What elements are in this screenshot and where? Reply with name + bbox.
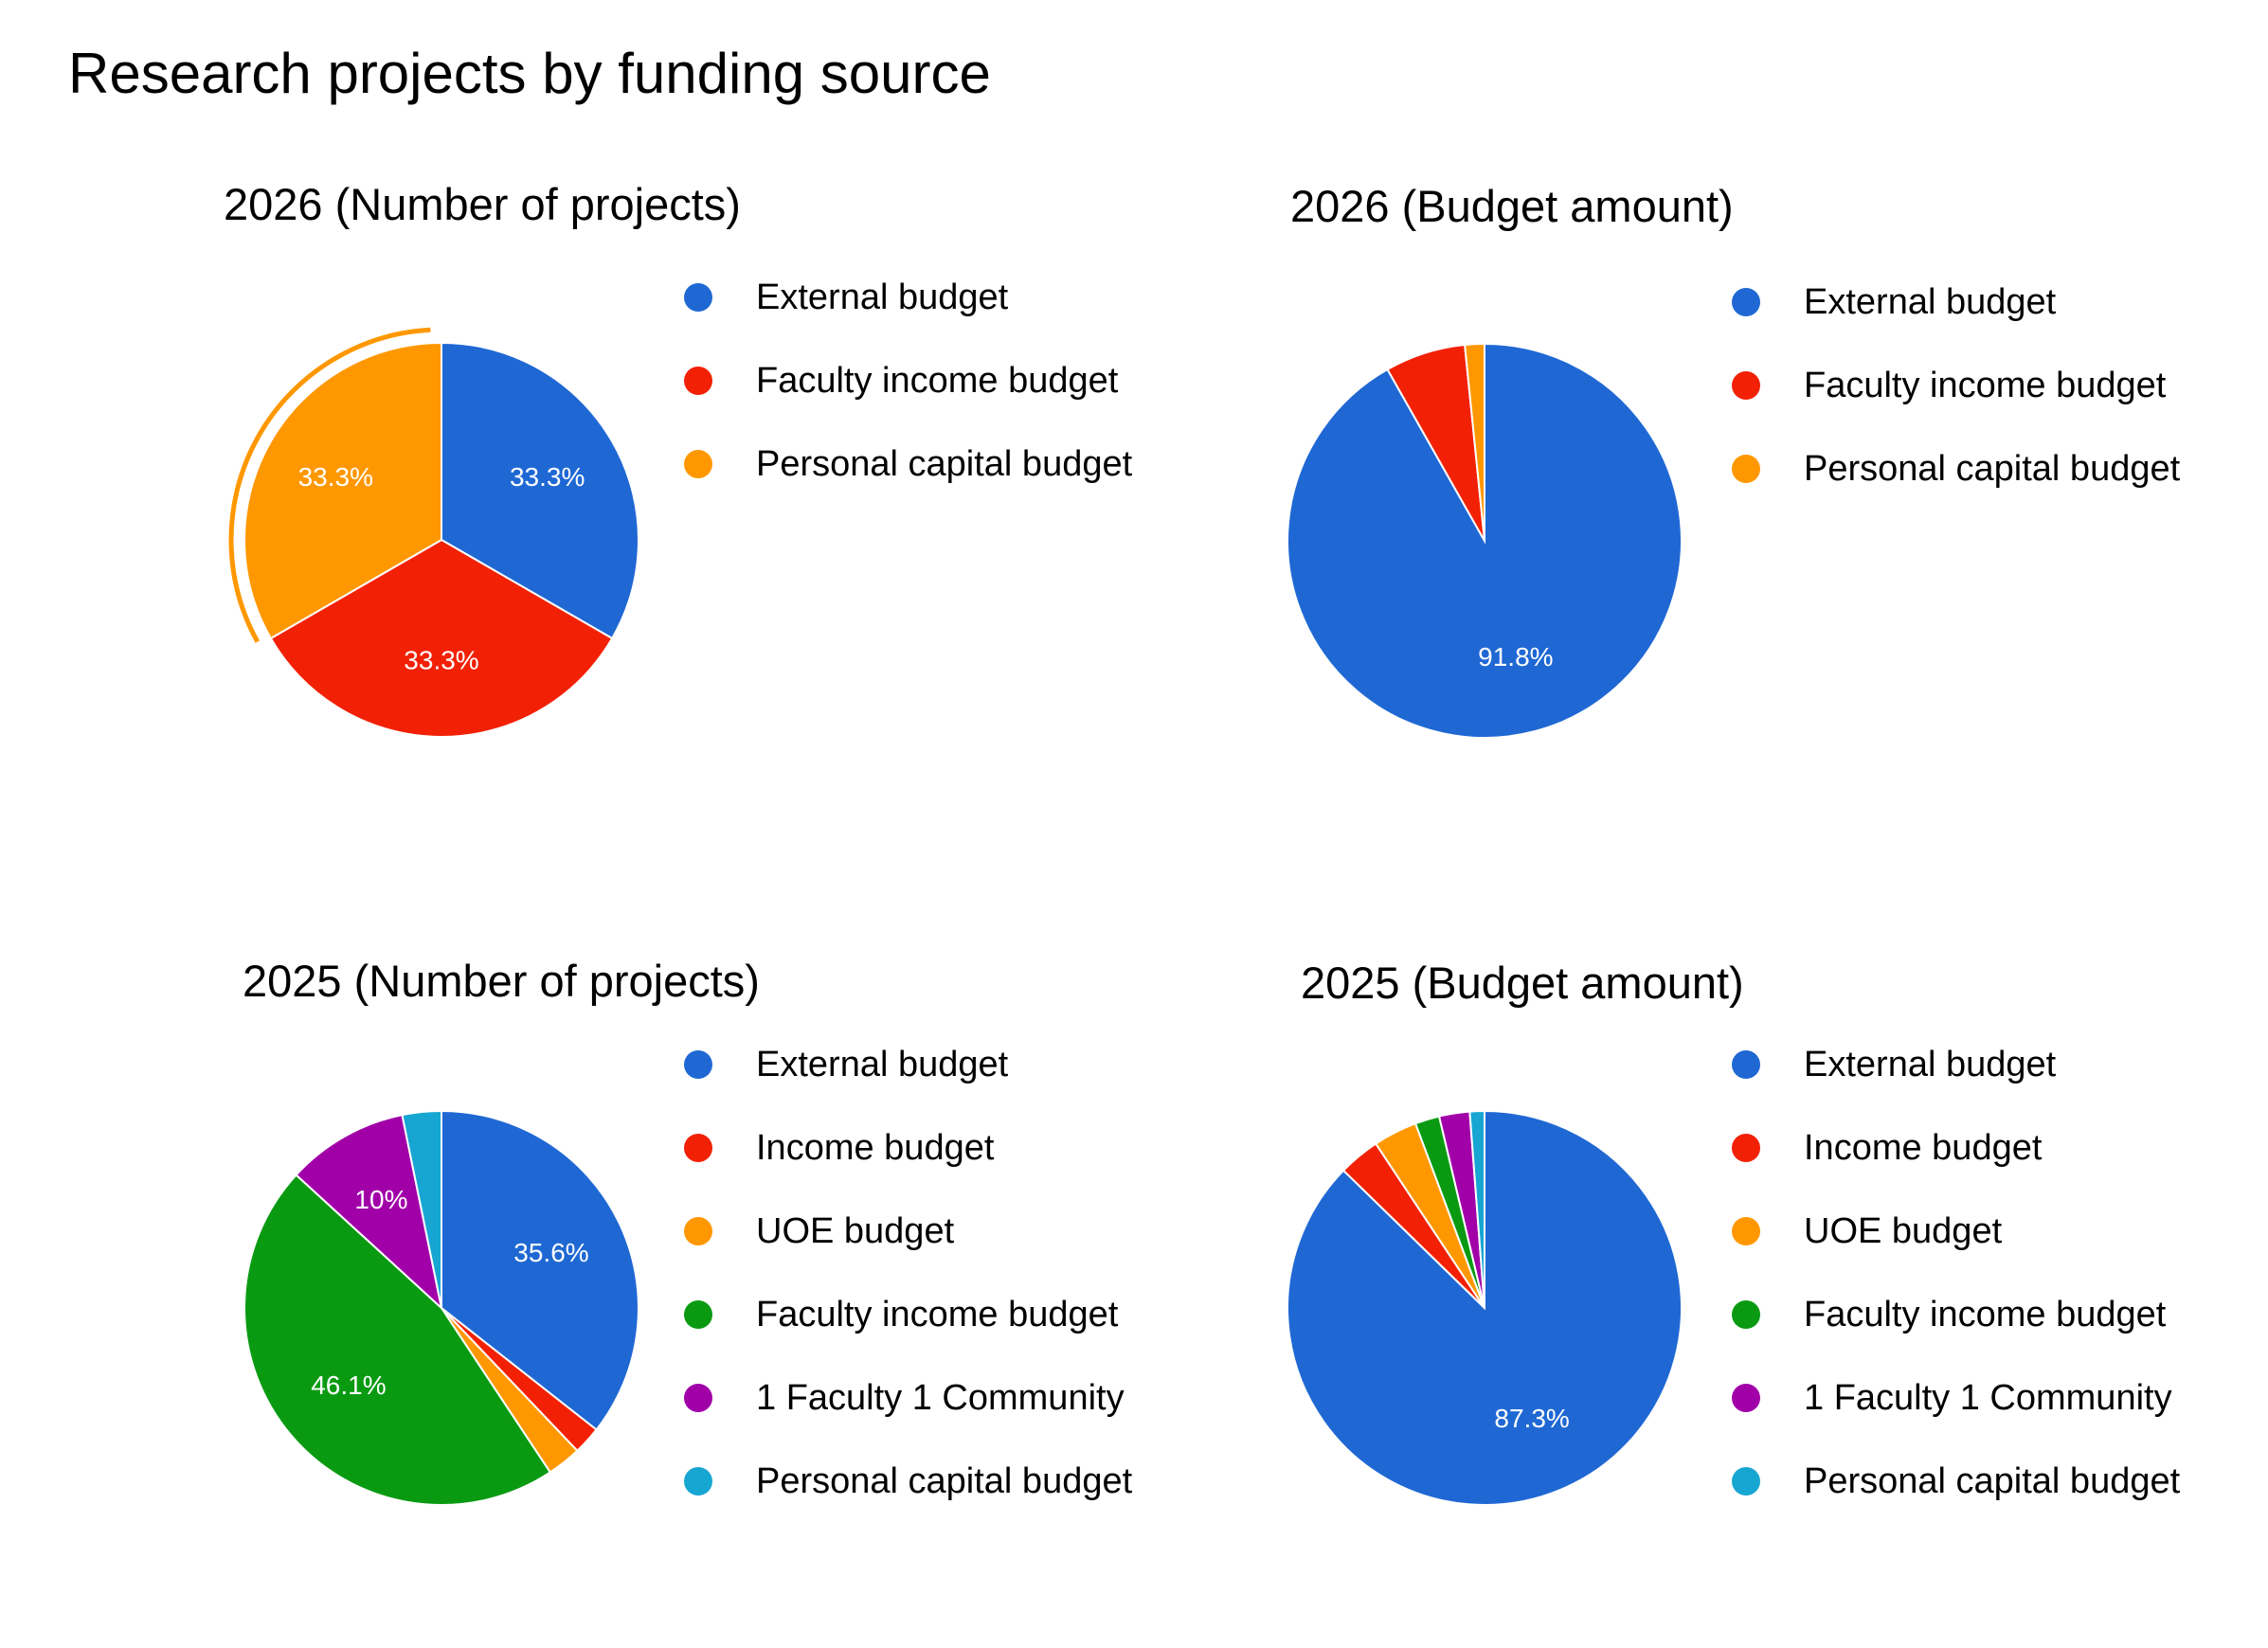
- legend-dot-icon: [1732, 1384, 1760, 1412]
- legend-item-personal-capital-budget[interactable]: Personal capital budget: [684, 422, 1132, 506]
- legend-dot-icon: [684, 1300, 712, 1329]
- legend-item-uoe-budget[interactable]: UOE budget: [684, 1190, 1132, 1273]
- legend-item-external-budget[interactable]: External budget: [1732, 1023, 2180, 1106]
- legend-item-uoe-budget[interactable]: UOE budget: [1732, 1190, 2180, 1273]
- legend-dot-icon: [1732, 1217, 1760, 1245]
- legend-dot-icon: [684, 1134, 712, 1162]
- chart-title: 2025 (Number of projects): [243, 956, 760, 1006]
- legend-label: Faculty income budget: [1804, 366, 2167, 405]
- legend-label: 1 Faculty 1 Community: [1804, 1378, 2172, 1418]
- legend-item-faculty-income-budget[interactable]: Faculty income budget: [1732, 1273, 2180, 1356]
- legend-item-external-budget[interactable]: External budget: [684, 256, 1132, 339]
- legend-dot-icon: [1732, 1134, 1760, 1162]
- pie-slice-1-faculty-1-community[interactable]: [295, 1114, 443, 1311]
- pie-slice-faculty-income-budget[interactable]: [269, 538, 614, 738]
- legend-label: Faculty income budget: [756, 361, 1119, 401]
- legend-dot-icon: [1732, 1050, 1760, 1079]
- legend-label: UOE budget: [756, 1211, 955, 1251]
- legend-dot-icon: [1732, 371, 1760, 400]
- legend-item-external-budget[interactable]: External budget: [1732, 260, 2180, 344]
- pie-slice-personal-capital-budget[interactable]: [1464, 342, 1485, 542]
- legend-label: Personal capital budget: [1804, 1461, 2181, 1501]
- pie-slice-personal-capital-budget[interactable]: [401, 1109, 442, 1309]
- legend-dot-icon: [684, 367, 712, 395]
- legend-dot-icon: [684, 1217, 712, 1245]
- legend-item-faculty-income-budget[interactable]: Faculty income budget: [1732, 344, 2180, 427]
- legend-dot-icon: [1732, 288, 1760, 316]
- slice-label-external-budget: 91.8%: [1478, 642, 1553, 672]
- legend-label: Faculty income budget: [1804, 1295, 2167, 1335]
- legend-label: UOE budget: [1804, 1211, 2003, 1251]
- legend-dot-icon: [684, 450, 712, 478]
- pie-slice-external-budget[interactable]: [441, 341, 639, 640]
- legend-label: Personal capital budget: [1804, 449, 2181, 489]
- legend-label: Personal capital budget: [756, 444, 1133, 484]
- legend-item-personal-capital-budget[interactable]: Personal capital budget: [684, 1440, 1132, 1523]
- page-title: Research projects by funding source: [68, 42, 991, 105]
- pie-chart: 33.3% 33.3% 33.3%: [228, 327, 639, 738]
- chart-title: 2026 (Number of projects): [224, 179, 741, 229]
- chart-panel-2026-budget: 2026 (Budget amount) 91.8% External budg…: [1080, 152, 2180, 871]
- pie-slice-personal-capital-budget[interactable]: [1468, 1109, 1485, 1309]
- pie-slice-external-budget[interactable]: [441, 1109, 639, 1431]
- chart-panel-2025-projects: 2025 (Number of projects) 35.6% 46.1% 10% …: [0, 928, 1132, 1648]
- slice-label-external-budget: 33.3%: [510, 462, 585, 492]
- legend-item-income-budget[interactable]: Income budget: [1732, 1106, 2180, 1190]
- legend: External budget Faculty income budget Pers…: [684, 256, 1132, 506]
- legend-item-personal-capital-budget[interactable]: Personal capital budget: [1732, 427, 2180, 511]
- legend-dot-icon: [684, 1384, 712, 1412]
- legend-item-income-budget[interactable]: Income budget: [684, 1106, 1132, 1190]
- legend-label: External budget: [1804, 282, 2057, 322]
- legend-dot-icon: [684, 1050, 712, 1079]
- pie-slice-personal-capital-budget[interactable]: [243, 341, 442, 640]
- slice-highlight-ring: [228, 327, 431, 643]
- pie-slice-faculty-income-budget[interactable]: [243, 1173, 552, 1506]
- legend-label: Personal capital budget: [756, 1461, 1133, 1501]
- legend-dot-icon: [684, 1467, 712, 1496]
- slice-label-personal-capital-budget: 33.3%: [298, 462, 373, 492]
- legend-item-1-faculty-1-community[interactable]: 1 Faculty 1 Community: [1732, 1356, 2180, 1440]
- legend-item-faculty-income-budget[interactable]: Faculty income budget: [684, 1273, 1132, 1356]
- chart-panel-2026-projects: 2026 (Number of projects) 33.3% 33.3% 33.3…: [0, 152, 1132, 871]
- legend-label: Faculty income budget: [756, 1295, 1119, 1335]
- legend-dot-icon: [1732, 1467, 1760, 1496]
- legend-dot-icon: [684, 283, 712, 312]
- legend-label: External budget: [756, 1045, 1009, 1084]
- slice-label-external-budget: 87.3%: [1494, 1404, 1569, 1433]
- chart-title: 2026 (Budget amount): [1290, 181, 1734, 231]
- pie-chart: 91.8%: [1287, 342, 1683, 739]
- slice-label-1-faculty-1-community: 10%: [354, 1185, 407, 1214]
- legend-dot-icon: [1732, 1300, 1760, 1329]
- chart-panel-2025-budget: 2025 (Budget amount) 87.3% External budg…: [1080, 928, 2180, 1648]
- legend-label: 1 Faculty 1 Community: [756, 1378, 1125, 1418]
- chart-title: 2025 (Budget amount): [1301, 958, 1744, 1008]
- legend: External budget Income budget UOE budget Fa…: [1732, 1023, 2180, 1523]
- slice-label-faculty-income-budget: 46.1%: [311, 1370, 386, 1400]
- legend-label: External budget: [1804, 1045, 2057, 1084]
- legend-item-1-faculty-1-community[interactable]: 1 Faculty 1 Community: [684, 1356, 1132, 1440]
- legend-item-external-budget[interactable]: External budget: [684, 1023, 1132, 1106]
- legend-label: Income budget: [756, 1128, 995, 1168]
- pie-chart: 35.6% 46.1% 10%: [243, 1109, 639, 1506]
- legend-label: External budget: [756, 278, 1009, 317]
- pie-chart: 87.3%: [1287, 1109, 1683, 1506]
- legend-item-personal-capital-budget[interactable]: Personal capital budget: [1732, 1440, 2180, 1523]
- legend: External budget Faculty income budget Pers…: [1732, 260, 2180, 511]
- legend-dot-icon: [1732, 455, 1760, 483]
- legend-label: Income budget: [1804, 1128, 2043, 1168]
- legend: External budget Income budget UOE budget Fa…: [684, 1023, 1132, 1523]
- slice-label-external-budget: 35.6%: [513, 1238, 588, 1267]
- slice-label-faculty-income-budget: 33.3%: [404, 645, 478, 674]
- legend-item-faculty-income-budget[interactable]: Faculty income budget: [684, 339, 1132, 422]
